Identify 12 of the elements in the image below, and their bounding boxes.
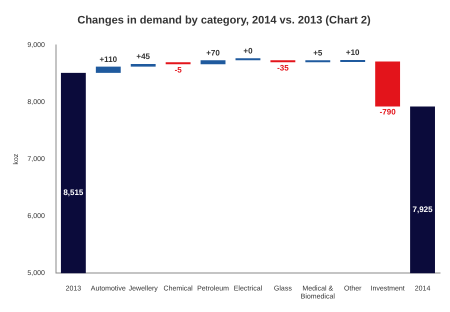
data-label: -35	[277, 64, 290, 73]
data-label: 8,515	[63, 188, 84, 198]
data-label: +70	[206, 48, 220, 58]
data-label: +0	[243, 46, 254, 56]
data-label: -5	[174, 66, 182, 74]
data-label: +45	[136, 52, 151, 62]
data-label: +110	[100, 54, 118, 64]
data-label: -790	[380, 108, 396, 117]
data-label: +5	[313, 48, 323, 58]
data-label: 7,925	[412, 205, 434, 214]
data-label: +10	[346, 48, 360, 58]
chart-title: Changes in demand by category, 2014 vs. 2013 (Chart 2)	[77, 14, 371, 27]
